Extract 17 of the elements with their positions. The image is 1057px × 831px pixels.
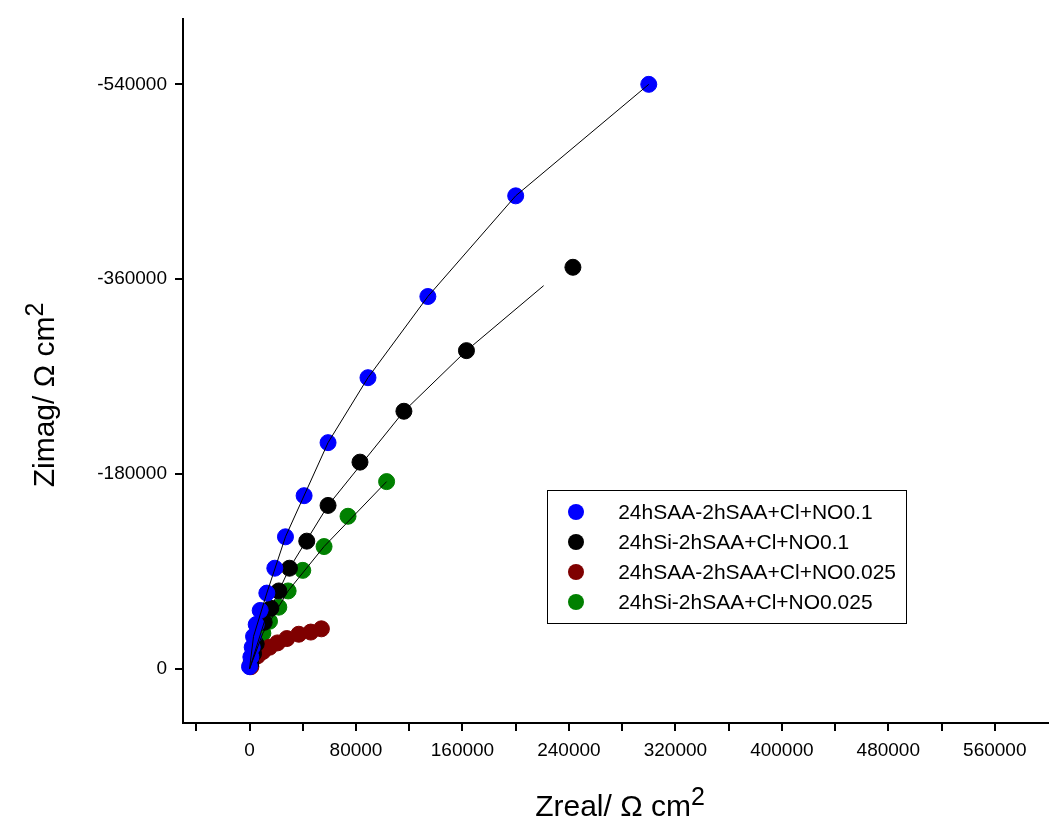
y-tick-label: -180000 (97, 462, 167, 484)
x-tick-label: 320000 (643, 738, 708, 760)
x-tick-label: 0 (244, 738, 255, 760)
x-tick-label: 480000 (856, 738, 921, 760)
x-tick-label: 560000 (963, 738, 1027, 760)
legend-label: 24hSi-2hSAA+Cl+NO0.1 (618, 530, 850, 554)
legend-label: 24hSi-2hSAA+Cl+NO0.025 (618, 590, 873, 614)
x-axis-title: Zreal/ Ω cm$^{2}$ (534, 782, 706, 823)
x-tick-label: 160000 (430, 738, 495, 760)
legend-label: 24hSAA-2hSAA+Cl+NO0.1 (618, 500, 873, 524)
x-tick-label: 80000 (329, 738, 383, 760)
y-tick-label: -360000 (97, 267, 167, 289)
y-tick-label: -540000 (97, 72, 167, 94)
y-tick-label: 0 (156, 657, 167, 679)
legend-label: 24hSAA-2hSAA+Cl+NO0.025 (618, 560, 896, 584)
x-tick-label: 240000 (537, 738, 601, 760)
x-tick-label: 400000 (750, 738, 814, 760)
